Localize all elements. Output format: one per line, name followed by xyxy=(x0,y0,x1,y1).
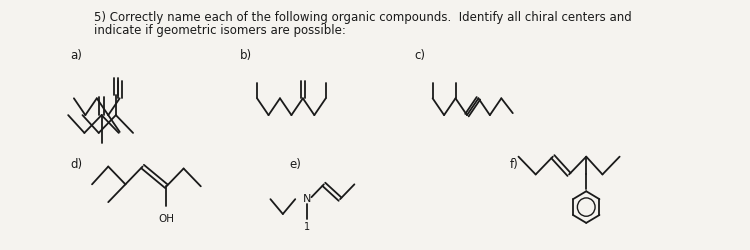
Text: indicate if geometric isomers are possible:: indicate if geometric isomers are possib… xyxy=(94,24,346,37)
Text: 1: 1 xyxy=(304,222,310,232)
Text: c): c) xyxy=(415,49,425,62)
Text: a): a) xyxy=(70,49,82,62)
Text: d): d) xyxy=(70,158,82,171)
Text: OH: OH xyxy=(158,214,175,224)
Text: e): e) xyxy=(290,158,302,171)
Text: 5) Correctly name each of the following organic compounds.  Identify all chiral : 5) Correctly name each of the following … xyxy=(94,11,632,24)
Text: b): b) xyxy=(240,49,252,62)
Text: f): f) xyxy=(510,158,519,171)
Text: N: N xyxy=(302,194,311,204)
